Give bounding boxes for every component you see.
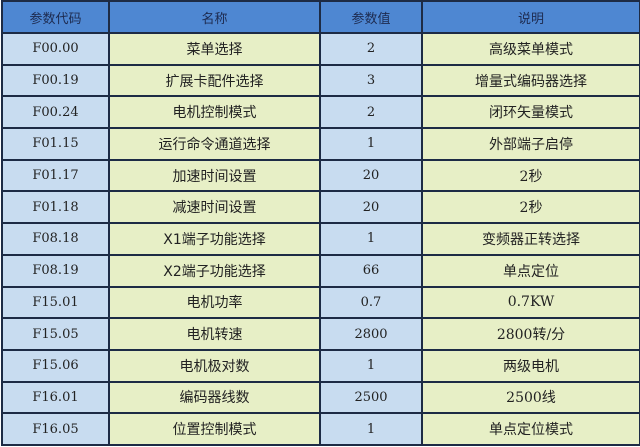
header-description: 说明 bbox=[421, 0, 640, 34]
param-value: 66 bbox=[319, 253, 423, 288]
table-row: F15.06 电机极对数 1 两级电机 bbox=[1, 348, 640, 383]
param-value: 20 bbox=[319, 190, 423, 225]
param-name: 加速时间设置 bbox=[108, 158, 321, 193]
param-name: 电机功率 bbox=[108, 285, 321, 320]
param-code: F15.01 bbox=[1, 285, 110, 320]
param-code: F08.18 bbox=[1, 222, 110, 256]
table-row: F15.05 电机转速 2800 2800转/分 bbox=[1, 317, 640, 351]
param-name: 编码器线数 bbox=[108, 380, 321, 415]
param-name: 位置控制模式 bbox=[108, 412, 321, 446]
param-description: 单点定位模式 bbox=[421, 412, 640, 446]
param-value: 2 bbox=[319, 95, 423, 130]
param-value: 2 bbox=[319, 32, 423, 66]
header-row: 参数代码 名称 参数值 说明 bbox=[1, 0, 640, 34]
param-code: F15.06 bbox=[1, 348, 110, 383]
param-value: 0.7 bbox=[319, 285, 423, 320]
param-code: F08.19 bbox=[1, 253, 110, 288]
param-code: F01.15 bbox=[1, 127, 110, 161]
param-name: 运行命令通道选择 bbox=[108, 127, 321, 161]
header-name: 名称 bbox=[108, 0, 321, 34]
param-value: 1 bbox=[319, 412, 423, 446]
param-code: F01.17 bbox=[1, 158, 110, 193]
table-row: F08.18 X1端子功能选择 1 变频器正转选择 bbox=[1, 222, 640, 256]
param-code: F01.18 bbox=[1, 190, 110, 225]
param-description: 2500线 bbox=[421, 380, 640, 415]
param-description: 外部端子启停 bbox=[421, 127, 640, 161]
param-description: 2秒 bbox=[421, 158, 640, 193]
table-row: F00.24 电机控制模式 2 闭环矢量模式 bbox=[1, 95, 640, 130]
param-name: 电机转速 bbox=[108, 317, 321, 351]
param-description: 增量式编码器选择 bbox=[421, 63, 640, 98]
param-name: 减速时间设置 bbox=[108, 190, 321, 225]
param-name: 电机极对数 bbox=[108, 348, 321, 383]
param-name: X1端子功能选择 bbox=[108, 222, 321, 256]
param-code: F00.24 bbox=[1, 95, 110, 130]
table-row: F01.17 加速时间设置 20 2秒 bbox=[1, 158, 640, 193]
param-name: 电机控制模式 bbox=[108, 95, 321, 130]
param-description: 2秒 bbox=[421, 190, 640, 225]
param-description: 0.7KW bbox=[421, 285, 640, 320]
table-row: F16.01 编码器线数 2500 2500线 bbox=[1, 380, 640, 415]
table-row: F01.18 减速时间设置 20 2秒 bbox=[1, 190, 640, 225]
param-description: 2800转/分 bbox=[421, 317, 640, 351]
param-name: X2端子功能选择 bbox=[108, 253, 321, 288]
table-row: F00.19 扩展卡配件选择 3 增量式编码器选择 bbox=[1, 63, 640, 98]
param-value: 1 bbox=[319, 348, 423, 383]
param-value: 20 bbox=[319, 158, 423, 193]
table-row: F15.01 电机功率 0.7 0.7KW bbox=[1, 285, 640, 320]
param-code: F15.05 bbox=[1, 317, 110, 351]
param-description: 两级电机 bbox=[421, 348, 640, 383]
param-value: 3 bbox=[319, 63, 423, 98]
param-code: F00.19 bbox=[1, 63, 110, 98]
param-value: 1 bbox=[319, 222, 423, 256]
param-name: 菜单选择 bbox=[108, 32, 321, 66]
table-row: F08.19 X2端子功能选择 66 单点定位 bbox=[1, 253, 640, 288]
param-description: 单点定位 bbox=[421, 253, 640, 288]
param-description: 高级菜单模式 bbox=[421, 32, 640, 66]
param-description: 闭环矢量模式 bbox=[421, 95, 640, 130]
header-code: 参数代码 bbox=[1, 0, 110, 34]
param-code: F16.01 bbox=[1, 380, 110, 415]
table-row: F01.15 运行命令通道选择 1 外部端子启停 bbox=[1, 127, 640, 161]
param-value: 1 bbox=[319, 127, 423, 161]
header-value: 参数值 bbox=[319, 0, 423, 34]
table-row: F16.05 位置控制模式 1 单点定位模式 bbox=[1, 412, 640, 446]
param-value: 2800 bbox=[319, 317, 423, 351]
table-row: F00.00 菜单选择 2 高级菜单模式 bbox=[1, 32, 640, 66]
param-name: 扩展卡配件选择 bbox=[108, 63, 321, 98]
param-value: 2500 bbox=[319, 380, 423, 415]
param-code: F00.00 bbox=[1, 32, 110, 66]
param-code: F16.05 bbox=[1, 412, 110, 446]
param-description: 变频器正转选择 bbox=[421, 222, 640, 256]
